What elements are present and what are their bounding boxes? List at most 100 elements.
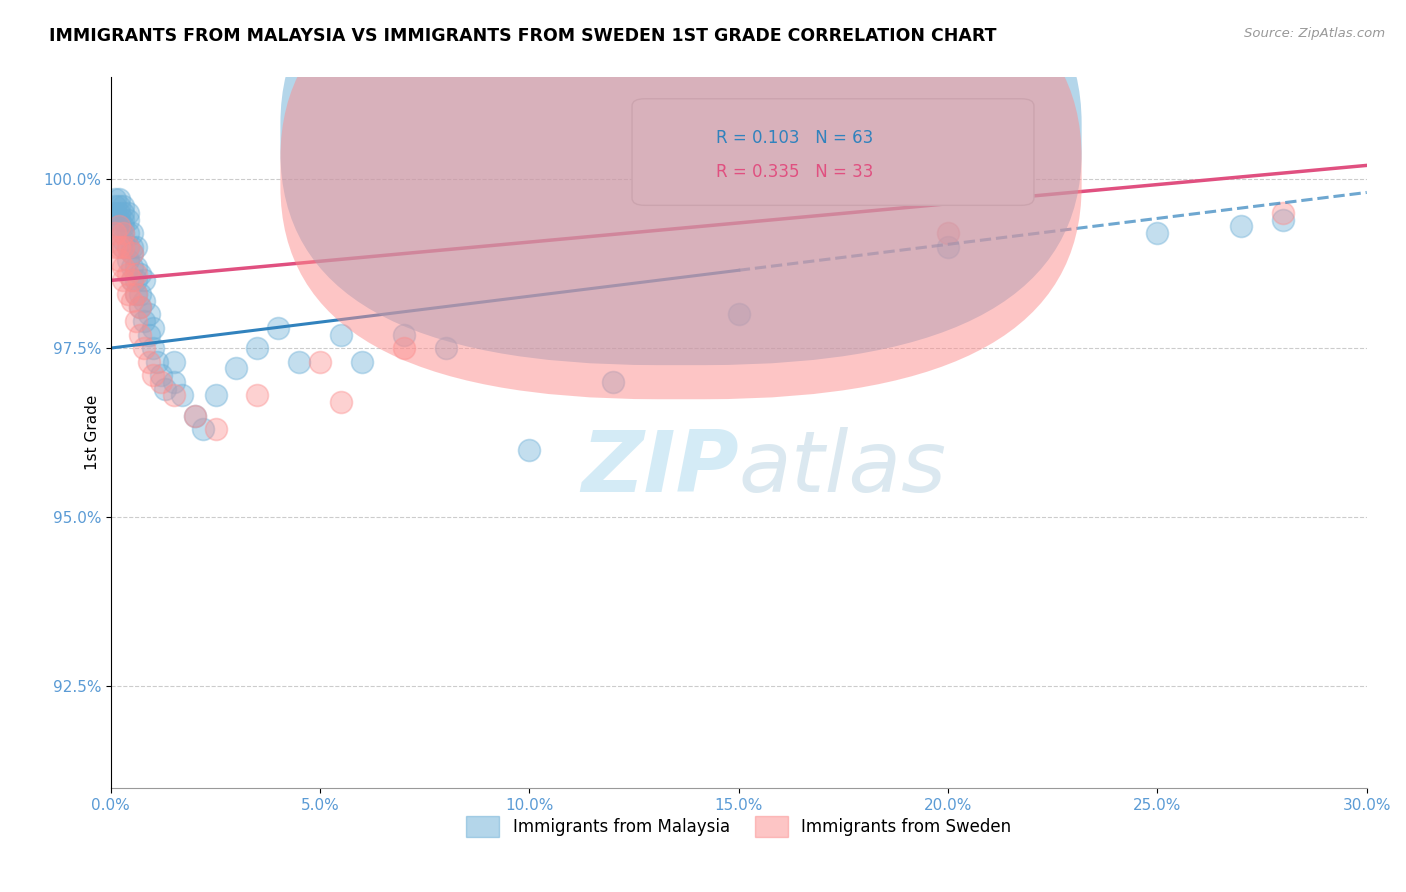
- Point: [108, 192, 131, 206]
- Point: [350, 354, 373, 368]
- Point: [112, 239, 135, 253]
- Point: [204, 388, 226, 402]
- Text: R = 0.103   N = 63: R = 0.103 N = 63: [716, 128, 873, 147]
- Point: [125, 314, 148, 328]
- Point: [108, 219, 131, 234]
- Point: [129, 327, 152, 342]
- Point: [117, 239, 139, 253]
- Point: [191, 422, 214, 436]
- Point: [134, 293, 156, 308]
- Point: [112, 226, 135, 240]
- Point: [309, 354, 332, 368]
- Point: [117, 226, 139, 240]
- Point: [602, 375, 624, 389]
- Point: [117, 267, 139, 281]
- Y-axis label: 1st Grade: 1st Grade: [84, 395, 100, 470]
- Text: R = 0.335   N = 33: R = 0.335 N = 33: [716, 163, 873, 181]
- Point: [117, 212, 139, 227]
- Point: [104, 206, 127, 220]
- Point: [392, 327, 415, 342]
- Point: [392, 341, 415, 355]
- Point: [1146, 226, 1168, 240]
- Point: [121, 260, 143, 274]
- Point: [330, 327, 353, 342]
- Point: [170, 388, 193, 402]
- Point: [108, 253, 131, 268]
- Point: [125, 239, 148, 253]
- Point: [155, 382, 177, 396]
- Point: [519, 442, 541, 457]
- Point: [108, 239, 131, 253]
- Point: [330, 395, 353, 409]
- Point: [112, 239, 135, 253]
- Point: [125, 267, 148, 281]
- FancyBboxPatch shape: [280, 0, 1081, 365]
- Point: [112, 199, 135, 213]
- Point: [246, 388, 269, 402]
- Point: [129, 267, 152, 281]
- Point: [121, 239, 143, 253]
- Point: [183, 409, 205, 423]
- Point: [108, 199, 131, 213]
- Point: [1272, 212, 1295, 227]
- Point: [125, 273, 148, 287]
- Point: [112, 233, 135, 247]
- Point: [225, 361, 247, 376]
- Point: [112, 212, 135, 227]
- Point: [121, 246, 143, 260]
- Point: [125, 287, 148, 301]
- Point: [1230, 219, 1253, 234]
- Point: [108, 206, 131, 220]
- Point: [150, 375, 173, 389]
- Point: [162, 375, 184, 389]
- Point: [121, 293, 143, 308]
- Point: [134, 341, 156, 355]
- Point: [146, 354, 169, 368]
- Point: [142, 341, 165, 355]
- Point: [936, 226, 959, 240]
- Point: [121, 246, 143, 260]
- Point: [142, 368, 165, 383]
- Point: [108, 212, 131, 227]
- Point: [204, 422, 226, 436]
- Point: [138, 327, 160, 342]
- Point: [117, 287, 139, 301]
- Point: [434, 341, 457, 355]
- Point: [112, 219, 135, 234]
- Point: [112, 260, 135, 274]
- Point: [162, 388, 184, 402]
- Point: [125, 260, 148, 274]
- Point: [125, 287, 148, 301]
- Text: atlas: atlas: [738, 426, 946, 509]
- Point: [104, 239, 127, 253]
- Point: [138, 307, 160, 321]
- Point: [936, 239, 959, 253]
- Point: [117, 239, 139, 253]
- Point: [104, 226, 127, 240]
- FancyBboxPatch shape: [280, 0, 1081, 400]
- Point: [134, 273, 156, 287]
- Point: [138, 354, 160, 368]
- Point: [129, 301, 152, 315]
- Point: [1272, 206, 1295, 220]
- Point: [121, 273, 143, 287]
- Text: IMMIGRANTS FROM MALAYSIA VS IMMIGRANTS FROM SWEDEN 1ST GRADE CORRELATION CHART: IMMIGRANTS FROM MALAYSIA VS IMMIGRANTS F…: [49, 27, 997, 45]
- Point: [112, 226, 135, 240]
- Point: [117, 206, 139, 220]
- Point: [104, 199, 127, 213]
- Point: [121, 273, 143, 287]
- Point: [112, 206, 135, 220]
- Point: [104, 192, 127, 206]
- Point: [117, 253, 139, 268]
- Legend: Immigrants from Malaysia, Immigrants from Sweden: Immigrants from Malaysia, Immigrants fro…: [460, 810, 1018, 844]
- Point: [134, 314, 156, 328]
- Point: [183, 409, 205, 423]
- Text: ZIP: ZIP: [581, 426, 738, 509]
- Point: [142, 320, 165, 334]
- Text: Source: ZipAtlas.com: Source: ZipAtlas.com: [1244, 27, 1385, 40]
- Point: [288, 354, 311, 368]
- Point: [129, 301, 152, 315]
- Point: [129, 287, 152, 301]
- Point: [112, 273, 135, 287]
- Point: [121, 226, 143, 240]
